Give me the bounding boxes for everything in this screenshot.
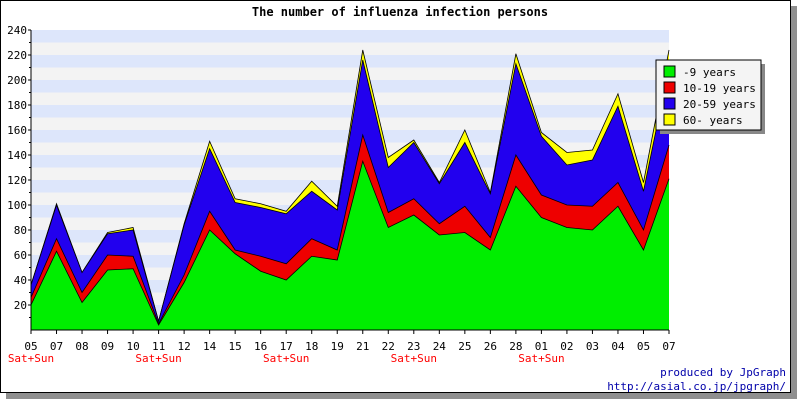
x-tick-label: 22 bbox=[382, 340, 395, 353]
legend-swatch bbox=[663, 81, 676, 94]
x-tick-label: 24 bbox=[433, 340, 447, 353]
y-tick-label: 120 bbox=[7, 174, 27, 187]
series-outline bbox=[30, 49, 670, 323]
weekend-label: Sat+Sun bbox=[135, 352, 181, 365]
y-tick-label: 100 bbox=[7, 199, 27, 212]
grid-band bbox=[31, 92, 669, 105]
legend-label: 60- years bbox=[683, 114, 743, 127]
x-tick-label: 12 bbox=[177, 340, 190, 353]
x-tick-label: 23 bbox=[407, 340, 420, 353]
x-tick-label: 07 bbox=[662, 340, 675, 353]
x-tick-label: 05 bbox=[637, 340, 650, 353]
y-tick-label: 160 bbox=[7, 124, 27, 137]
y-tick-label: 140 bbox=[7, 149, 27, 162]
weekend-label: Sat+Sun bbox=[391, 352, 437, 365]
legend-swatch bbox=[663, 65, 676, 78]
series-outline bbox=[30, 133, 670, 325]
legend: -9 years 10-19 years 20-59 years 60- years bbox=[655, 59, 765, 134]
x-tick-label: 16 bbox=[254, 340, 267, 353]
legend-label: 10-19 years bbox=[683, 82, 756, 95]
x-tick-label: 17 bbox=[280, 340, 293, 353]
x-tick-label: 25 bbox=[458, 340, 471, 353]
y-tick-label: 220 bbox=[7, 49, 27, 62]
x-tick-label: 26 bbox=[484, 340, 497, 353]
x-tick-label: 08 bbox=[75, 340, 88, 353]
x-tick-label: 28 bbox=[509, 340, 522, 353]
x-tick-label: 07 bbox=[50, 340, 63, 353]
grid-band bbox=[31, 55, 669, 68]
area-9-years bbox=[31, 161, 669, 330]
grid-band bbox=[31, 42, 669, 55]
x-tick-label: 11 bbox=[152, 340, 165, 353]
x-tick-label: 21 bbox=[356, 340, 369, 353]
credit-link[interactable]: http://asial.co.jp/jpgraph/ bbox=[607, 380, 786, 393]
grid-band bbox=[31, 67, 669, 80]
x-tick-label: 15 bbox=[229, 340, 242, 353]
grid-band bbox=[31, 80, 669, 93]
x-tick-label: 09 bbox=[101, 340, 114, 353]
weekend-label: Sat+Sun bbox=[8, 352, 54, 365]
y-tick-label: 180 bbox=[7, 99, 27, 112]
credit-line-1: produced by JpGraph bbox=[660, 366, 786, 379]
y-tick-label: 60 bbox=[14, 249, 27, 262]
legend-label: 20-59 years bbox=[683, 98, 756, 111]
weekend-label: Sat+Sun bbox=[263, 352, 309, 365]
x-tick-label: 02 bbox=[560, 340, 573, 353]
y-tick-label: 80 bbox=[14, 224, 27, 237]
grid-band bbox=[31, 30, 669, 43]
weekend-label: Sat+Sun bbox=[518, 352, 564, 365]
x-tick-label: 14 bbox=[203, 340, 217, 353]
y-axis-ticks: 20 40 60 80 100 120 140 160 180 200 220 240 bbox=[7, 24, 31, 318]
y-tick-label: 240 bbox=[7, 24, 27, 37]
x-axis-ticks: 05 07 08 09 10 11 12 14 15 16 17 18 19 21 22 23 24 25 26 28… bbox=[24, 330, 676, 353]
x-tick-label: 10 bbox=[126, 340, 139, 353]
legend-items: -9 years 10-19 years 20-59 years 60- years bbox=[663, 65, 756, 127]
legend-swatch bbox=[663, 113, 676, 126]
x-tick-label: 01 bbox=[535, 340, 548, 353]
y-tick-label: 40 bbox=[14, 274, 27, 287]
stacked-area-layers bbox=[30, 49, 670, 330]
x-tick-label: 18 bbox=[305, 340, 318, 353]
x-tick-label: 19 bbox=[331, 340, 344, 353]
series-outline bbox=[30, 159, 670, 326]
x-tick-label: 05 bbox=[24, 340, 37, 353]
chart-title: The number of influenza infection person… bbox=[252, 5, 548, 19]
x-tick-label: 04 bbox=[611, 340, 625, 353]
weekend-labels: Sat+Sun Sat+Sun Sat+Sun Sat+Sun Sat+Sun bbox=[8, 352, 565, 365]
x-tick-label: 03 bbox=[586, 340, 599, 353]
grid-band bbox=[31, 105, 669, 118]
legend-swatch bbox=[663, 97, 676, 110]
series-outline bbox=[30, 59, 670, 323]
y-tick-label: 20 bbox=[14, 299, 27, 312]
legend-label: -9 years bbox=[683, 66, 736, 79]
y-tick-label: 200 bbox=[7, 74, 27, 87]
